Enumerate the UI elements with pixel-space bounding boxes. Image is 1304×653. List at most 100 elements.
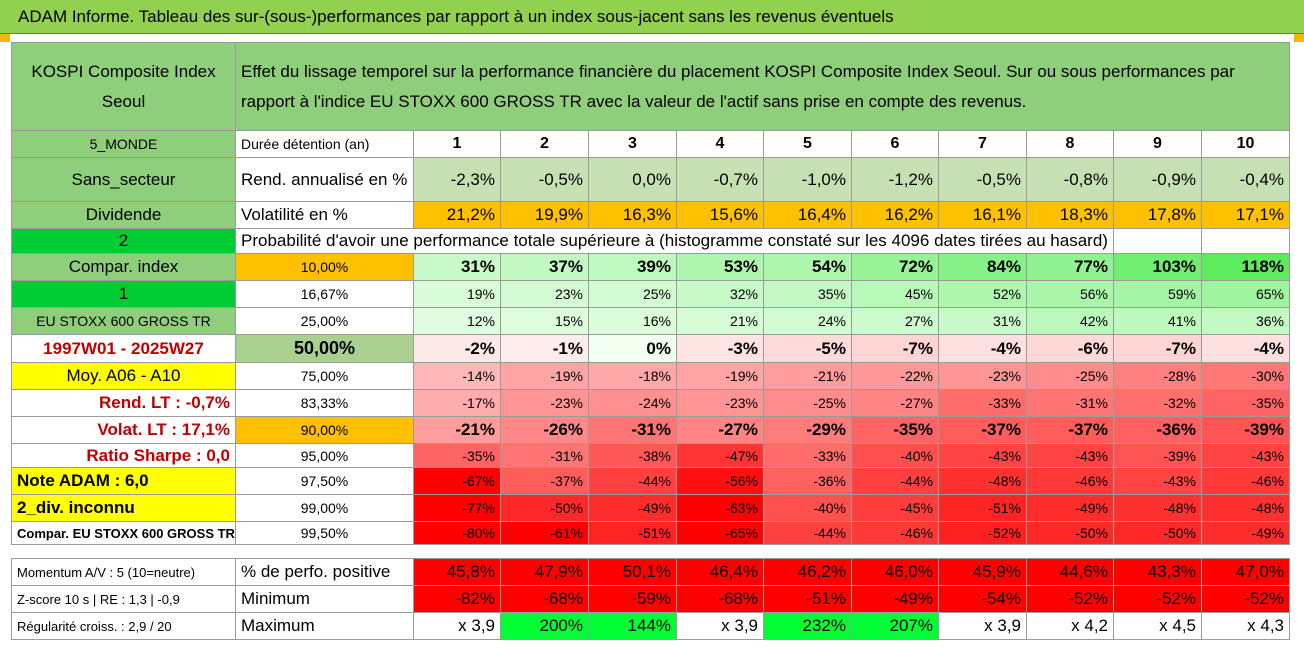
quantile-value: -49% <box>1027 495 1114 522</box>
quantile-value: 52% <box>939 281 1027 308</box>
quantile-value: 31% <box>414 254 501 281</box>
row-label: 1 <box>12 281 236 308</box>
quantile-value: -22% <box>852 363 939 390</box>
quantile-value: -18% <box>589 363 677 390</box>
vol-label: Volatilité en % <box>236 202 414 229</box>
metric-value: 207% <box>852 613 939 640</box>
quantile-value: -2% <box>414 335 501 363</box>
metric-value: -68% <box>677 586 764 613</box>
metric-value: 144% <box>589 613 677 640</box>
quantile-value: -43% <box>1114 468 1202 495</box>
quantile-value: 45% <box>852 281 939 308</box>
quantile-value: -25% <box>764 390 852 417</box>
metric-value: 47,0% <box>1202 559 1290 586</box>
metric-value: -68% <box>501 586 589 613</box>
quantile-value: -36% <box>764 468 852 495</box>
rend-value: -0,5% <box>501 158 589 202</box>
metric-value: 43,3% <box>1114 559 1202 586</box>
quantile-value: -43% <box>939 444 1027 468</box>
empty-cell <box>1114 229 1202 254</box>
quantile-value: -39% <box>1114 444 1202 468</box>
quantile-value: -36% <box>1114 417 1202 444</box>
vol-value: 16,4% <box>764 202 852 229</box>
rend-value: 0,0% <box>589 158 677 202</box>
vol-value: 16,2% <box>852 202 939 229</box>
spacer-row <box>12 545 1290 559</box>
table-row: Compar. EU STOXX 600 GROSS TR99,50%-80%-… <box>12 522 1290 545</box>
quantile-pct: 99,50% <box>236 522 414 545</box>
quantile-value: -46% <box>1202 468 1290 495</box>
quantile-value: -67% <box>414 468 501 495</box>
table-row: EU STOXX 600 GROSS TR25,00%12%15%16%21%2… <box>12 308 1290 335</box>
quantile-value: 103% <box>1114 254 1202 281</box>
quantile-value: 25% <box>589 281 677 308</box>
quantile-value: -31% <box>1027 390 1114 417</box>
metric-label: Minimum <box>236 586 414 613</box>
quantile-value: -50% <box>1027 522 1114 545</box>
metric-value: 46,2% <box>764 559 852 586</box>
quantile-value: -31% <box>589 417 677 444</box>
row-label: Ratio Sharpe : 0,0 <box>12 444 236 468</box>
row-label: 1997W01 - 2025W27 <box>12 335 236 363</box>
table-row: Rend. LT : -0,7%83,33%-17%-23%-24%-23%-2… <box>12 390 1290 417</box>
quantile-pct: 25,00% <box>236 308 414 335</box>
performance-table: KOSPI Composite Index Seoul Effet du lis… <box>11 42 1290 640</box>
quantile-pct: 99,00% <box>236 495 414 522</box>
quantile-pct: 97,50% <box>236 468 414 495</box>
quantile-value: -27% <box>852 390 939 417</box>
quantile-pct: 50,00% <box>236 335 414 363</box>
quantile-value: -46% <box>1027 468 1114 495</box>
quantile-value: 21% <box>677 308 764 335</box>
metric-value: -59% <box>589 586 677 613</box>
rend-value: -1,2% <box>852 158 939 202</box>
metric-value: 232% <box>764 613 852 640</box>
year-header: 10 <box>1202 131 1290 158</box>
quantile-value: -39% <box>1202 417 1290 444</box>
metric-value: 47,9% <box>501 559 589 586</box>
quantile-value: -35% <box>852 417 939 444</box>
metric-value: x 4,2 <box>1027 613 1114 640</box>
quantile-value: -5% <box>764 335 852 363</box>
quantile-value: 53% <box>677 254 764 281</box>
row-label: 2_div. inconnu <box>12 495 236 522</box>
table-row: Compar. index10,00%31%37%39%53%54%72%84%… <box>12 254 1290 281</box>
table-row: Régularité croiss. : 2,9 / 20Maximumx 3,… <box>12 613 1290 640</box>
quantile-value: -32% <box>1114 390 1202 417</box>
quantile-value: -43% <box>1027 444 1114 468</box>
quantile-value: 36% <box>1202 308 1290 335</box>
quantile-value: -49% <box>1202 522 1290 545</box>
rend-value: -0,7% <box>677 158 764 202</box>
row-label: EU STOXX 600 GROSS TR <box>12 308 236 335</box>
metric-value: -51% <box>764 586 852 613</box>
year-header: 2 <box>501 131 589 158</box>
quantile-value: -48% <box>1202 495 1290 522</box>
quantile-value: -51% <box>939 495 1027 522</box>
rend-value: -2,3% <box>414 158 501 202</box>
spacer-cell <box>12 545 1290 559</box>
quantile-value: -50% <box>1114 522 1202 545</box>
metric-label: Maximum <box>236 613 414 640</box>
year-header: 5 <box>764 131 852 158</box>
quantile-value: -44% <box>852 468 939 495</box>
quantile-value: -37% <box>501 468 589 495</box>
rend-value: -0,8% <box>1027 158 1114 202</box>
metric-value: -52% <box>1114 586 1202 613</box>
quantile-value: 54% <box>764 254 852 281</box>
quantile-value: -33% <box>764 444 852 468</box>
vol-value: 18,3% <box>1027 202 1114 229</box>
quantile-value: -3% <box>677 335 764 363</box>
table-description: Effet du lissage temporel sur la perform… <box>236 43 1290 131</box>
vol-value: 19,9% <box>501 202 589 229</box>
row-label: Rend. LT : -0,7% <box>12 390 236 417</box>
metric-value: 45,9% <box>939 559 1027 586</box>
dividend-label: Dividende <box>12 202 236 229</box>
year-header: 7 <box>939 131 1027 158</box>
quantile-value: -6% <box>1027 335 1114 363</box>
quantile-value: -51% <box>589 522 677 545</box>
quantile-value: -50% <box>501 495 589 522</box>
table-row: 116,67%19%23%25%32%35%45%52%56%59%65% <box>12 281 1290 308</box>
table-row: Volat. LT : 17,1%90,00%-21%-26%-31%-27%-… <box>12 417 1290 444</box>
corner-marker <box>0 34 10 42</box>
quantile-value: -77% <box>414 495 501 522</box>
table-row: Moy. A06 - A1075,00%-14%-19%-18%-19%-21%… <box>12 363 1290 390</box>
